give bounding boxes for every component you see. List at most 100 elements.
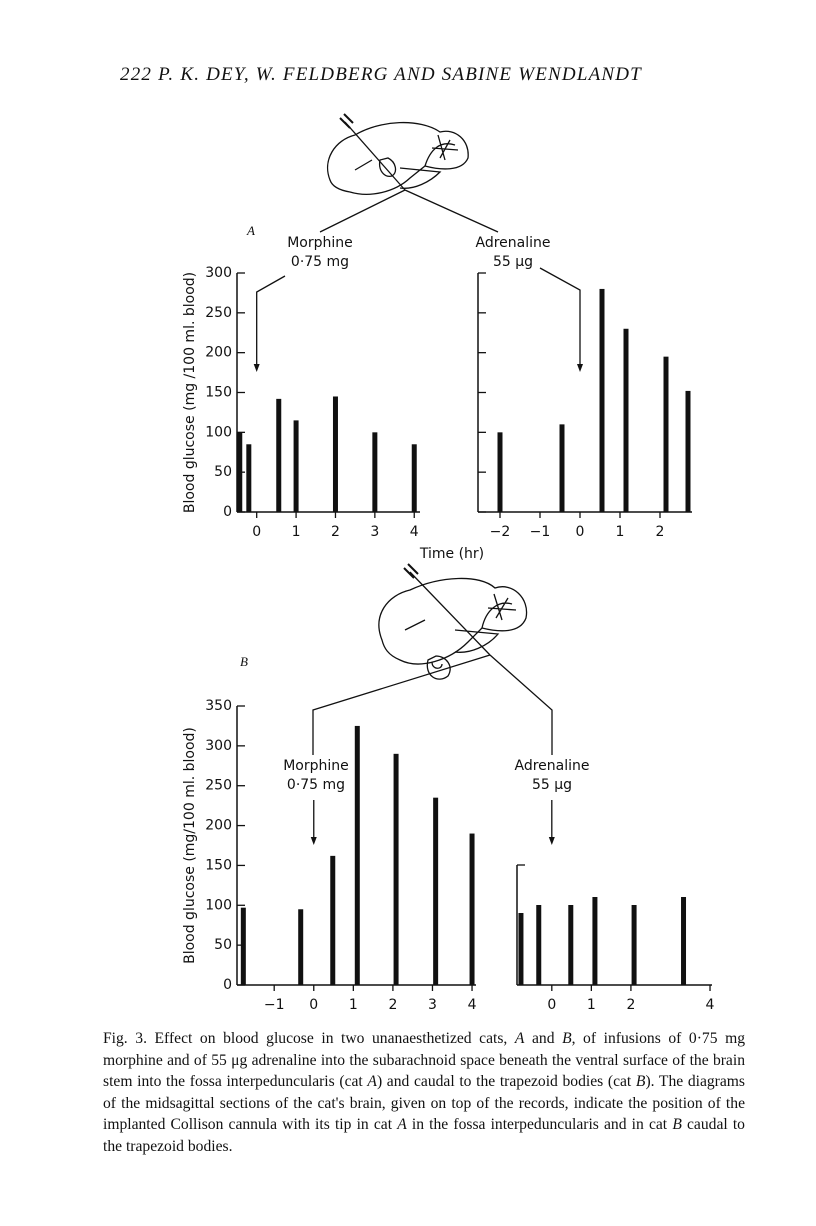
figure-caption: Fig. 3. Effect on blood glucose in two u… bbox=[103, 1028, 745, 1158]
y-tick-label: 350 bbox=[205, 698, 232, 714]
y-tick-label: 150 bbox=[205, 385, 232, 401]
x-tick-label: −1 bbox=[530, 524, 551, 540]
y-tick-label: 50 bbox=[214, 937, 232, 953]
bar bbox=[246, 444, 252, 512]
x-tick-label: 2 bbox=[626, 997, 635, 1010]
y-tick-label: 0 bbox=[223, 504, 232, 520]
caption-italic: B bbox=[562, 1030, 572, 1047]
brain-diagram bbox=[319, 113, 499, 233]
brain-diagram bbox=[312, 563, 553, 755]
x-tick-label: 2 bbox=[656, 524, 665, 540]
bar bbox=[298, 909, 304, 985]
x-tick-label: 1 bbox=[349, 997, 358, 1010]
y-tick-label: 200 bbox=[205, 345, 232, 361]
authors: P. K. DEY, W. FELDBERG AND SABINE WENDLA… bbox=[158, 64, 642, 85]
y-tick-label: 50 bbox=[214, 464, 232, 480]
x-tick-label: 2 bbox=[388, 997, 397, 1010]
x-tick-label: 1 bbox=[587, 997, 596, 1010]
x-tick-label: 0 bbox=[547, 997, 556, 1010]
caption-text: , of infusions of 0·75 mg morphine and o… bbox=[103, 1030, 746, 1091]
bar bbox=[568, 905, 574, 985]
x-tick-label: 2 bbox=[331, 524, 340, 540]
event-label: 55 μg bbox=[493, 254, 533, 270]
bar bbox=[559, 424, 565, 512]
y-tick-label: 100 bbox=[205, 897, 232, 913]
caption-text: caudal to the trapezoid bodies. bbox=[103, 1116, 745, 1155]
event-label: Adrenaline bbox=[476, 235, 551, 251]
bar bbox=[433, 797, 439, 985]
bar bbox=[518, 913, 524, 985]
y-tick-label: 150 bbox=[205, 857, 232, 873]
page-number: 222 bbox=[120, 64, 153, 85]
bar bbox=[685, 390, 691, 512]
x-tick-label: 0 bbox=[309, 997, 318, 1010]
event-label: 55 μg bbox=[532, 777, 572, 793]
bar bbox=[681, 897, 687, 985]
arrowhead bbox=[253, 364, 260, 372]
bar bbox=[663, 356, 669, 512]
arrowhead bbox=[548, 837, 555, 845]
y-axis-label: Blood glucose (mg/100 ml. blood) bbox=[182, 727, 198, 964]
panel-label: A bbox=[246, 223, 255, 238]
event-label: Morphine bbox=[283, 758, 349, 774]
x-tick-label: −1 bbox=[264, 997, 285, 1010]
caption-text: and bbox=[524, 1030, 563, 1047]
caption-italic: B bbox=[635, 1073, 646, 1091]
bar bbox=[240, 907, 246, 985]
event-arrow bbox=[256, 275, 286, 366]
x-tick-label: 3 bbox=[370, 524, 379, 540]
bar bbox=[393, 753, 399, 985]
y-axis-label: Blood glucose (mg /100 ml. blood) bbox=[182, 272, 198, 513]
bar bbox=[330, 855, 336, 985]
arrowhead bbox=[310, 837, 317, 845]
y-tick-label: 200 bbox=[205, 818, 232, 834]
caption-text: ) and caudal to the trapezoid bodies (ca… bbox=[376, 1073, 636, 1091]
arrowhead bbox=[577, 364, 583, 372]
x-tick-label: −2 bbox=[490, 524, 511, 540]
x-tick-label: 1 bbox=[292, 524, 301, 540]
y-tick-label: 300 bbox=[205, 738, 232, 754]
bar bbox=[293, 420, 299, 512]
y-tick-label: 300 bbox=[205, 265, 232, 281]
x-tick-label: 0 bbox=[252, 524, 261, 540]
y-tick-label: 0 bbox=[223, 977, 232, 993]
x-tick-label: 4 bbox=[410, 524, 419, 540]
bar bbox=[411, 444, 417, 512]
bar bbox=[623, 328, 629, 512]
caption-italic: A bbox=[397, 1116, 407, 1134]
event-label: 0·75 mg bbox=[291, 254, 349, 270]
caption-italic: B bbox=[672, 1116, 682, 1134]
bar bbox=[631, 905, 637, 985]
bar bbox=[354, 725, 360, 985]
x-tick-label: 4 bbox=[468, 997, 477, 1010]
y-tick-label: 100 bbox=[205, 424, 232, 440]
event-label: Adrenaline bbox=[515, 758, 590, 774]
bar bbox=[332, 396, 338, 512]
bar bbox=[237, 432, 243, 512]
x-tick-label: 1 bbox=[616, 524, 625, 540]
event-arrow bbox=[539, 267, 581, 366]
y-tick-label: 250 bbox=[205, 305, 232, 321]
caption-text: Fig. 3. Effect on blood glucose in two u… bbox=[103, 1030, 515, 1047]
x-tick-label: 3 bbox=[428, 997, 437, 1010]
x-tick-label: 0 bbox=[576, 524, 585, 540]
panel-label: B bbox=[240, 654, 248, 669]
caption-text: in the fossa interpeduncularis and in ca… bbox=[406, 1116, 673, 1134]
event-label: 0·75 mg bbox=[287, 777, 345, 793]
bar bbox=[599, 288, 605, 512]
y-tick-label: 250 bbox=[205, 778, 232, 794]
event-label: Morphine bbox=[287, 235, 353, 251]
caption-italic: A bbox=[367, 1073, 377, 1091]
bar bbox=[536, 905, 542, 985]
x-axis-label: Time (hr) bbox=[419, 546, 484, 562]
running-header: 222 P. K. DEY, W. FELDBERG AND SABINE WE… bbox=[120, 64, 760, 86]
caption-text: ). The diagrams of the midsagittal secti… bbox=[103, 1073, 745, 1134]
bar bbox=[276, 398, 282, 512]
x-tick-label: 4 bbox=[706, 997, 715, 1010]
caption-italic: A bbox=[514, 1030, 525, 1047]
bar bbox=[592, 897, 598, 985]
bar bbox=[469, 833, 475, 985]
bar bbox=[497, 432, 503, 512]
